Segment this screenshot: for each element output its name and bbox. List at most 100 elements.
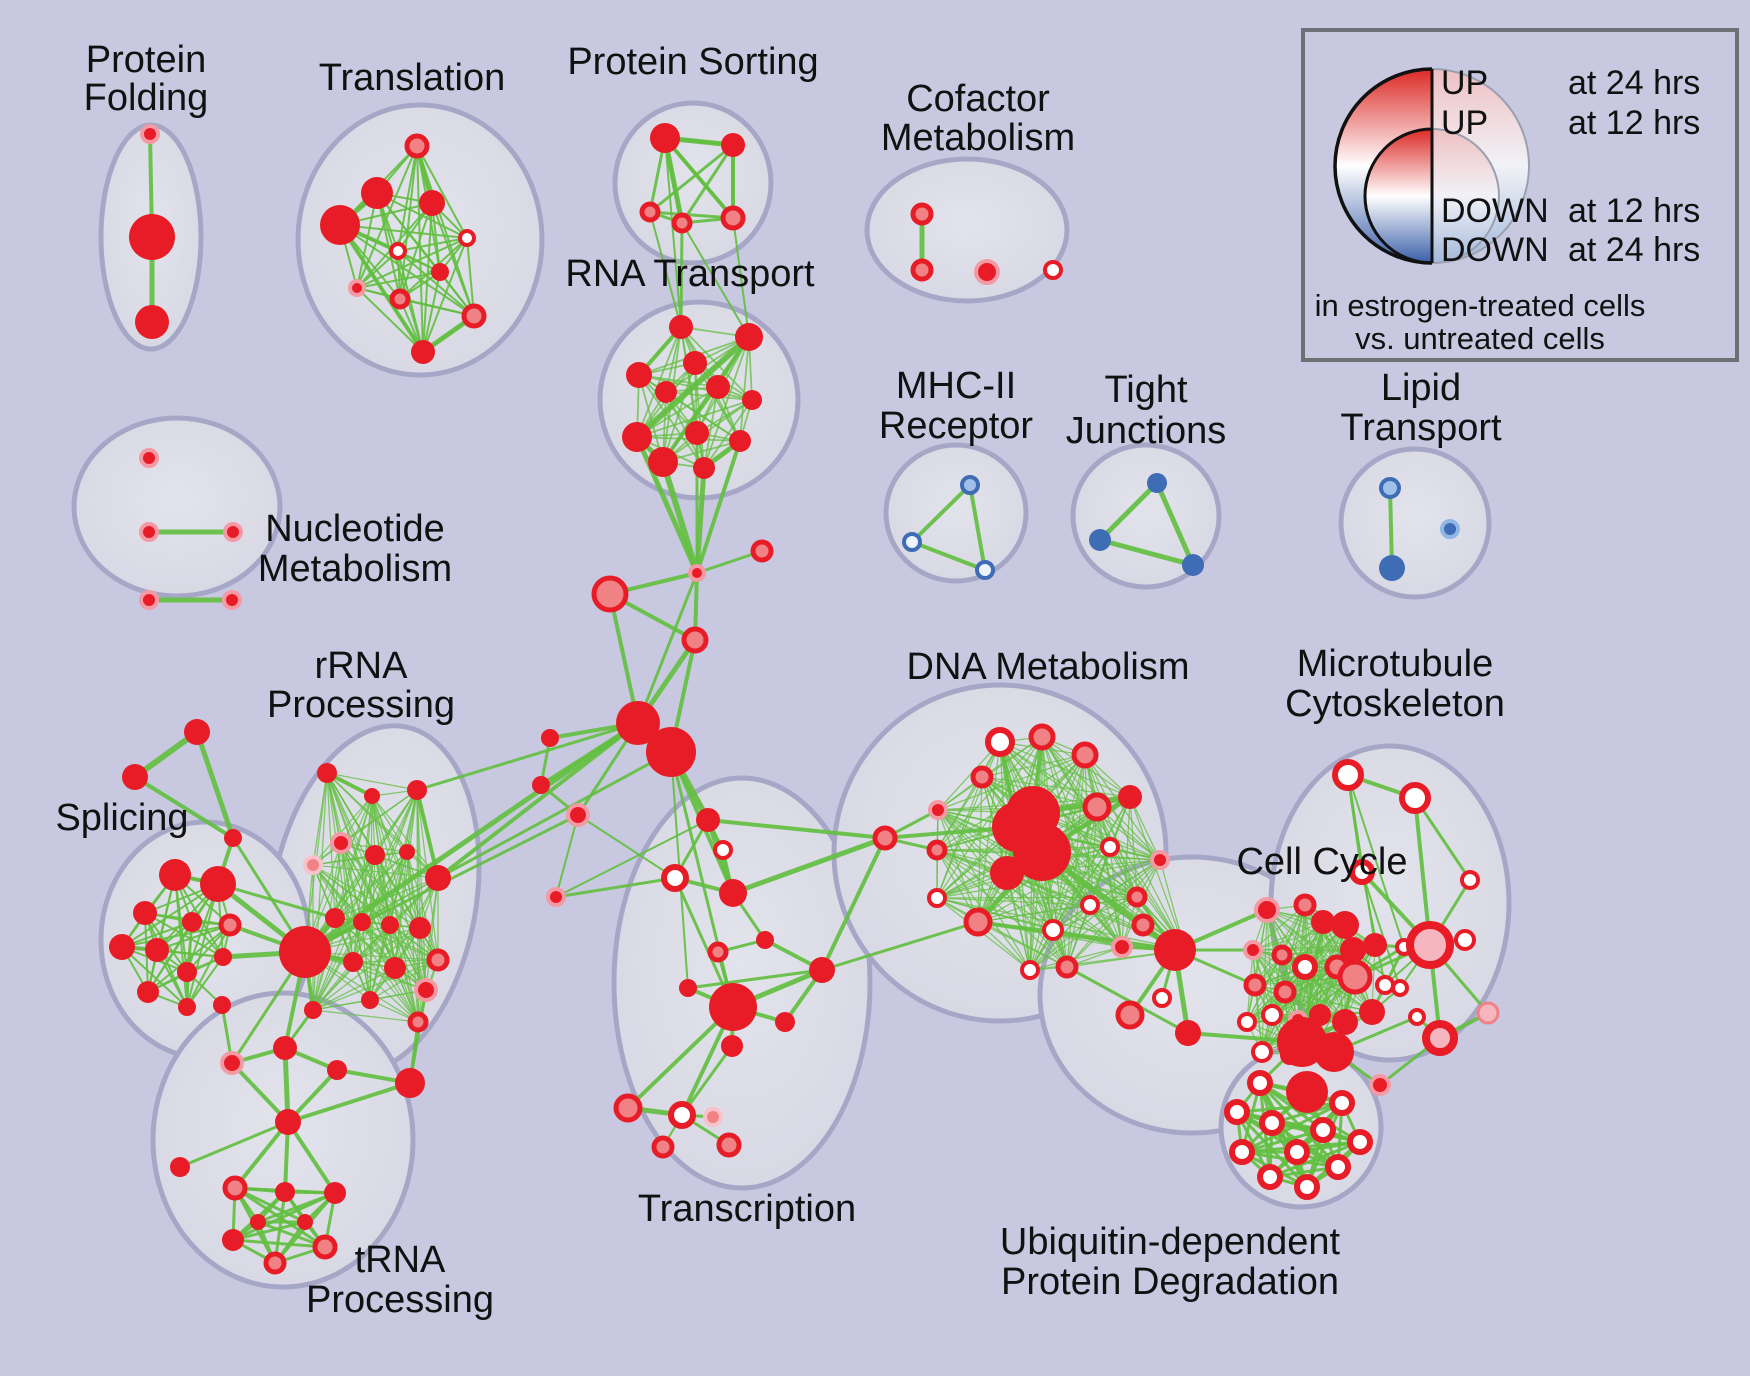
gene-node[interactable] (407, 1011, 429, 1033)
gene-node[interactable] (928, 800, 948, 820)
gene-node[interactable] (648, 447, 678, 477)
gene-node[interactable] (133, 901, 157, 925)
gene-node[interactable] (613, 1093, 643, 1123)
gene-node[interactable] (1071, 741, 1099, 769)
gene-node[interactable] (990, 856, 1024, 890)
gene-node[interactable] (343, 952, 363, 972)
gene-node[interactable] (1332, 1009, 1358, 1035)
gene-node[interactable] (263, 1251, 287, 1275)
gene-node[interactable] (721, 133, 745, 157)
gene-node[interactable] (681, 626, 709, 654)
gene-node[interactable] (1182, 554, 1204, 576)
gene-node[interactable] (1292, 954, 1318, 980)
gene-node[interactable] (1115, 1000, 1145, 1030)
gene-node[interactable] (1251, 1041, 1273, 1063)
gene-node[interactable] (566, 803, 590, 827)
gene-node[interactable] (685, 421, 709, 445)
gene-node[interactable] (222, 1175, 248, 1201)
gene-node[interactable] (411, 340, 435, 364)
gene-node[interactable] (220, 1051, 244, 1075)
gene-node[interactable] (671, 212, 693, 234)
gene-node[interactable] (426, 948, 450, 972)
gene-node[interactable] (1329, 1090, 1355, 1116)
gene-node[interactable] (591, 575, 629, 613)
gene-node[interactable] (1375, 975, 1395, 995)
gene-node[interactable] (1131, 913, 1155, 937)
gene-node[interactable] (1154, 929, 1196, 971)
gene-node[interactable] (716, 1132, 742, 1158)
gene-node[interactable] (1286, 1071, 1328, 1113)
gene-node[interactable] (703, 1107, 723, 1127)
gene-node[interactable] (324, 1182, 346, 1204)
gene-node[interactable] (1247, 1070, 1273, 1096)
gene-node[interactable] (1399, 782, 1431, 814)
gene-node[interactable] (655, 381, 677, 403)
gene-node[interactable] (458, 229, 476, 247)
gene-node[interactable] (910, 202, 934, 226)
gene-node[interactable] (756, 931, 774, 949)
gene-node[interactable] (1100, 837, 1120, 857)
gene-node[interactable] (1340, 937, 1366, 963)
gene-node[interactable] (1440, 519, 1460, 539)
gene-node[interactable] (720, 205, 746, 231)
gene-node[interactable] (140, 124, 160, 144)
gene-node[interactable] (159, 859, 191, 891)
gene-node[interactable] (330, 832, 352, 854)
gene-node[interactable] (1391, 979, 1409, 997)
gene-node[interactable] (1152, 988, 1172, 1008)
gene-node[interactable] (719, 879, 747, 907)
gene-node[interactable] (1147, 473, 1167, 493)
gene-node[interactable] (361, 177, 393, 209)
gene-node[interactable] (721, 1035, 743, 1057)
gene-node[interactable] (1259, 1110, 1285, 1136)
gene-node[interactable] (273, 1036, 297, 1060)
gene-node[interactable] (1020, 960, 1040, 980)
gene-node[interactable] (1150, 850, 1170, 870)
gene-node[interactable] (213, 996, 231, 1014)
gene-node[interactable] (1257, 1164, 1283, 1190)
gene-node[interactable] (651, 1135, 675, 1159)
gene-node[interactable] (696, 808, 720, 832)
gene-node[interactable] (353, 913, 371, 931)
gene-node[interactable] (742, 390, 762, 410)
gene-node[interactable] (1311, 910, 1335, 934)
gene-node[interactable] (1369, 1074, 1391, 1096)
gene-node[interactable] (279, 926, 331, 978)
gene-node[interactable] (409, 917, 431, 939)
gene-node[interactable] (297, 1214, 313, 1230)
gene-node[interactable] (389, 288, 411, 310)
gene-node[interactable] (775, 1012, 795, 1032)
gene-node[interactable] (1408, 1008, 1426, 1026)
gene-node[interactable] (218, 913, 242, 937)
gene-node[interactable] (1359, 999, 1385, 1025)
gene-node[interactable] (1337, 959, 1373, 995)
gene-node[interactable] (1013, 823, 1071, 881)
gene-node[interactable] (1126, 886, 1148, 908)
gene-node[interactable] (222, 590, 242, 610)
gene-node[interactable] (688, 564, 706, 582)
gene-node[interactable] (668, 1101, 696, 1129)
gene-node[interactable] (365, 845, 385, 865)
gene-node[interactable] (960, 475, 980, 495)
gene-node[interactable] (431, 263, 449, 281)
gene-node[interactable] (178, 998, 196, 1016)
gene-node[interactable] (1310, 1117, 1336, 1143)
gene-node[interactable] (616, 701, 660, 745)
gene-node[interactable] (1422, 1020, 1458, 1056)
gene-node[interactable] (1379, 477, 1401, 499)
gene-node[interactable] (348, 279, 366, 297)
gene-node[interactable] (735, 323, 763, 351)
gene-node[interactable] (1347, 1129, 1373, 1155)
gene-node[interactable] (139, 448, 159, 468)
gene-node[interactable] (639, 201, 661, 223)
gene-node[interactable] (1254, 897, 1280, 923)
gene-node[interactable] (145, 938, 169, 962)
gene-node[interactable] (1363, 933, 1387, 957)
gene-node[interactable] (729, 430, 751, 452)
gene-node[interactable] (327, 1060, 347, 1080)
gene-node[interactable] (135, 305, 169, 339)
gene-node[interactable] (985, 727, 1015, 757)
gene-node[interactable] (1379, 555, 1405, 581)
gene-node[interactable] (1243, 973, 1267, 997)
gene-node[interactable] (275, 1182, 295, 1202)
